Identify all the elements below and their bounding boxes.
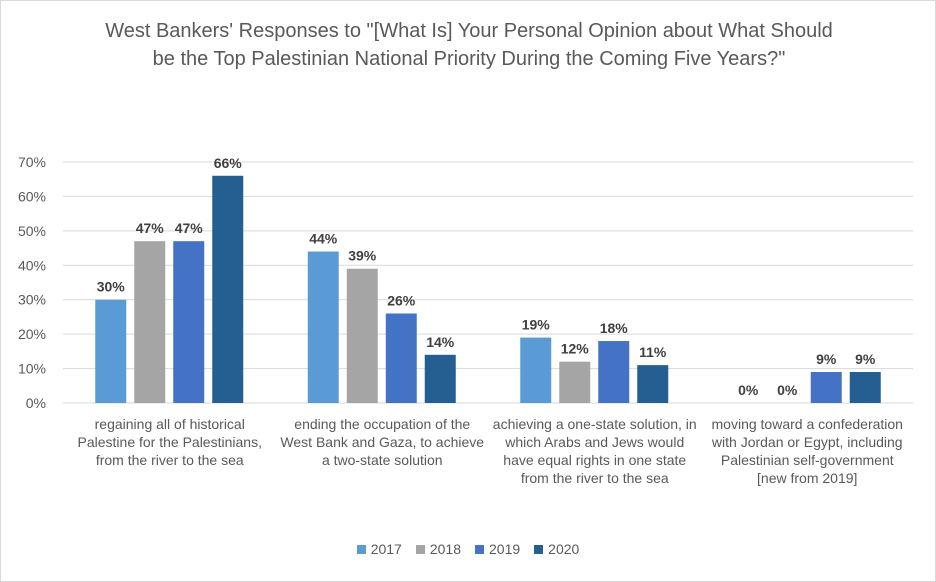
chart-title: West Bankers' Responses to "[What Is] Yo… (105, 20, 833, 70)
legend-swatch (475, 544, 484, 554)
bar-2020 (212, 175, 244, 403)
category-label: moving toward a confederation with Jorda… (711, 416, 903, 486)
legend-item-2019: 2019 (475, 541, 520, 557)
legend-item-2020: 2020 (534, 541, 579, 557)
data-label: 0% (738, 382, 759, 398)
legend: 2017 2018 2019 2020 (1, 541, 935, 557)
data-label: 44% (309, 231, 338, 247)
y-tick-label: 0% (26, 395, 46, 411)
bar-2017 (307, 251, 339, 403)
bar-2019 (598, 341, 630, 403)
y-tick-label: 10% (18, 361, 46, 377)
bar-2017 (95, 299, 127, 403)
bar-2018 (346, 268, 378, 403)
y-tick-label: 50% (18, 223, 46, 239)
data-label: 39% (348, 248, 377, 264)
data-label: 12% (561, 341, 590, 357)
data-label: 0% (777, 382, 798, 398)
bar-2020 (849, 372, 881, 403)
category-label: regaining all of historical Palestine fo… (77, 416, 262, 468)
legend-label: 2020 (548, 541, 580, 557)
y-tick-label: 20% (18, 326, 46, 342)
data-label: 26% (387, 292, 416, 308)
data-label: 19% (522, 317, 551, 333)
data-label: 66% (214, 155, 243, 171)
data-label: 18% (600, 320, 629, 336)
legend-label: 2019 (489, 541, 521, 557)
legend-label: 2018 (429, 541, 461, 557)
category-label: ending the occupation of the West Bank a… (280, 416, 485, 468)
bar-2019 (173, 241, 205, 403)
legend-item-2017: 2017 (356, 541, 402, 557)
legend-swatch (415, 544, 425, 554)
legend-label: 2017 (370, 541, 402, 557)
data-label: 9% (816, 351, 837, 367)
data-label: 47% (175, 220, 204, 236)
bar-2019 (810, 372, 842, 403)
bar-2017 (520, 337, 552, 403)
data-label: 14% (426, 334, 455, 350)
y-tick-label: 70% (18, 154, 46, 170)
data-label: 11% (639, 344, 667, 360)
bar-2018 (134, 241, 166, 403)
bar-2018 (559, 361, 591, 403)
data-label: 9% (855, 351, 876, 367)
legend-swatch (534, 544, 544, 554)
legend-item-2018: 2018 (415, 541, 461, 557)
y-tick-label: 40% (18, 257, 46, 273)
category-label: achieving a one-state solution, in which… (492, 416, 697, 486)
bar-2019 (385, 313, 417, 403)
y-tick-label: 30% (18, 292, 46, 308)
legend-swatch (356, 544, 366, 554)
y-tick-label: 60% (18, 188, 46, 204)
data-label: 30% (97, 279, 126, 295)
data-label: 47% (136, 220, 165, 236)
bar-2020 (637, 365, 669, 403)
bar-2020 (424, 354, 456, 403)
